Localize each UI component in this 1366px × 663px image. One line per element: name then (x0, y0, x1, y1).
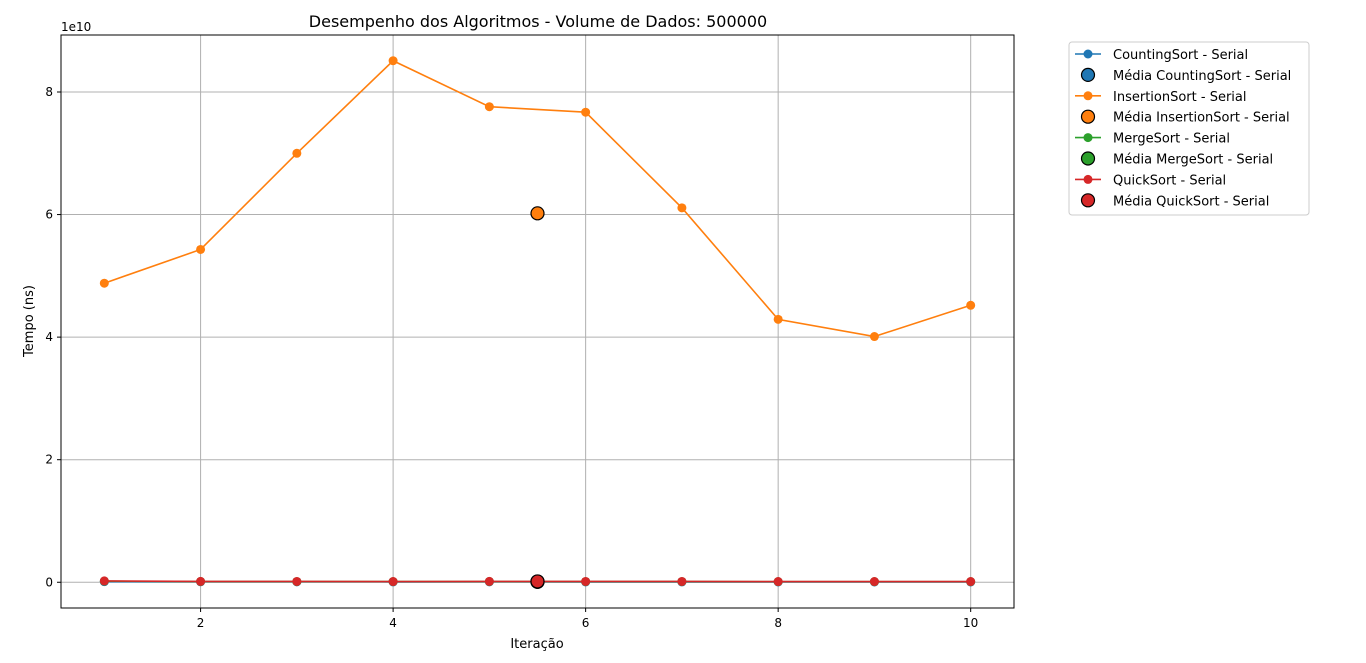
legend-mean-swatch (1080, 67, 1096, 83)
legend-mean-swatch (1080, 193, 1096, 208)
y-offset-text: 1e10 (61, 20, 91, 34)
legend-mean-label: Média CountingSort - Serial (1113, 69, 1291, 84)
data-point (388, 56, 398, 66)
data-point (677, 203, 687, 213)
legend-label: QuickSort - Serial (1113, 173, 1226, 188)
legend-label: InsertionSort - Serial (1113, 90, 1246, 105)
mean-marker (530, 574, 545, 589)
legend-mean-label: Média QuickSort - Serial (1113, 194, 1269, 209)
means-layer (530, 206, 545, 589)
x-axis-label: Iteração (510, 637, 563, 652)
x-tick-label: 10 (963, 616, 978, 630)
legend: CountingSort - Serial Média CountingSort … (1068, 41, 1310, 216)
legend-box (1068, 41, 1310, 216)
legend-point-swatch (1083, 49, 1093, 59)
legend-point-swatch (1083, 174, 1093, 184)
data-point (581, 576, 591, 586)
data-point (966, 300, 976, 310)
x-tick-label: 2 (197, 616, 205, 630)
chart-title: Desempenho dos Algoritmos - Volume de Da… (309, 12, 767, 31)
legend-label: MergeSort - Serial (1113, 132, 1230, 147)
x-tick-label: 8 (774, 616, 782, 630)
data-point (292, 148, 302, 158)
data-point (388, 577, 398, 587)
ticks: 2 4 6 8 10 0 2 4 6 8 (45, 85, 978, 630)
data-point (99, 576, 109, 586)
data-point (196, 244, 206, 254)
legend-mean-swatch (1080, 109, 1096, 124)
legend-point-swatch (1083, 91, 1093, 101)
data-point (677, 576, 687, 586)
series-line (104, 59, 971, 338)
grid (61, 35, 1014, 608)
x-tick-label: 6 (582, 616, 590, 630)
data-point (773, 577, 783, 587)
y-tick-label: 6 (45, 208, 53, 222)
y-tick-label: 8 (45, 85, 53, 99)
plot-frame (60, 34, 1015, 609)
legend-mean-swatch (1080, 151, 1096, 166)
data-point (484, 576, 494, 586)
legend-mean-label: Média MergeSort - Serial (1113, 153, 1273, 168)
data-point (484, 102, 494, 112)
series-layer (99, 56, 976, 587)
data-point (99, 278, 109, 288)
x-tick-label: 4 (389, 616, 397, 630)
legend-point-swatch (1083, 133, 1093, 143)
legend-mean-label: Média InsertionSort - Serial (1113, 111, 1290, 126)
y-axis-label: Tempo (ns) (22, 285, 37, 358)
data-point (869, 577, 879, 587)
y-tick-label: 4 (45, 330, 53, 344)
data-point (581, 107, 591, 117)
data-point (773, 314, 783, 324)
y-tick-label: 2 (45, 453, 53, 467)
mean-marker (530, 206, 545, 221)
data-point (196, 576, 206, 586)
data-point (292, 576, 302, 586)
data-point (966, 577, 976, 587)
legend-label: CountingSort - Serial (1113, 48, 1248, 63)
data-point (869, 332, 879, 342)
y-tick-label: 0 (45, 575, 53, 589)
